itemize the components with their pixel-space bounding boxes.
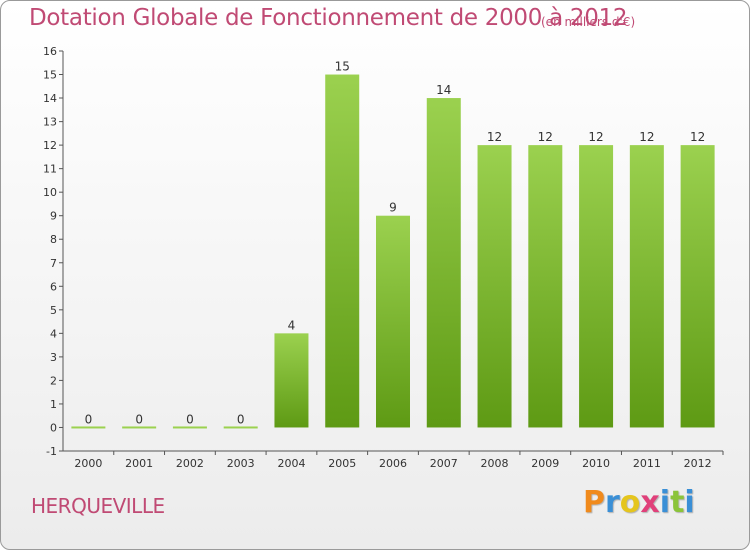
bar-value-label: 12	[639, 130, 654, 144]
bar	[629, 145, 664, 428]
bar	[325, 74, 360, 428]
y-tick-label: 3	[50, 351, 57, 364]
bar-value-label: 0	[85, 412, 93, 426]
bar-value-label: 4	[288, 318, 296, 332]
x-tick-label: 2010	[582, 457, 610, 470]
x-tick-label: 2005	[328, 457, 356, 470]
bar	[376, 215, 410, 428]
y-tick-label: 2	[50, 374, 57, 387]
y-tick-label: 13	[43, 116, 57, 129]
y-tick-label: 9	[50, 210, 57, 223]
y-tick-label: 6	[50, 280, 57, 293]
y-tick-label: 15	[43, 69, 57, 82]
bar	[122, 426, 157, 429]
bar	[528, 145, 563, 428]
logo-letter: i	[684, 485, 695, 520]
logo-letter: x	[640, 485, 660, 520]
commune-name: HERQUEVILLE	[31, 494, 165, 518]
x-tick-label: 2003	[227, 457, 255, 470]
bar-value-label: 12	[690, 130, 705, 144]
logo-letter: o	[619, 485, 641, 520]
chart-bars	[71, 74, 715, 429]
y-tick-label: 8	[50, 233, 57, 246]
bar-value-label: 0	[237, 412, 245, 426]
bar	[680, 145, 715, 428]
y-tick-label: 4	[50, 327, 57, 340]
logo-letter: r	[605, 485, 620, 520]
bar	[426, 98, 461, 428]
y-tick-label: 10	[43, 186, 57, 199]
x-tick-label: 2011	[633, 457, 661, 470]
y-tick-label: -1	[46, 445, 57, 458]
x-tick-label: 2009	[531, 457, 559, 470]
y-tick-label: 0	[50, 421, 57, 434]
bar-value-label: 14	[436, 83, 451, 97]
y-tick-label: 1	[50, 398, 57, 411]
bar-value-label: 0	[135, 412, 143, 426]
y-tick-label: 7	[50, 257, 57, 270]
x-tick-label: 2006	[379, 457, 407, 470]
bar-value-label: 9	[389, 201, 397, 215]
x-tick-label: 2002	[176, 457, 204, 470]
bar	[71, 426, 106, 429]
logo-letter: t	[670, 485, 685, 520]
chart-title: Dotation Globale de Fonctionnement de 20…	[29, 5, 628, 31]
chart-subtitle: (en milliers d'€)	[541, 15, 636, 29]
y-tick-label: 14	[43, 92, 57, 105]
y-tick-label: 16	[43, 45, 57, 58]
bar-value-label: 12	[538, 130, 553, 144]
bar-value-label: 12	[487, 130, 502, 144]
bar	[274, 333, 309, 428]
x-tick-label: 2008	[481, 457, 509, 470]
bar-value-label: 15	[335, 60, 350, 74]
y-tick-label: 5	[50, 304, 57, 317]
x-tick-label: 2001	[125, 457, 153, 470]
bar	[579, 145, 614, 428]
x-tick-label: 2012	[684, 457, 712, 470]
bar	[477, 145, 512, 428]
logo-letter: i	[659, 485, 671, 520]
x-tick-label: 2004	[277, 457, 305, 470]
chart-labels: 0 2000 0 2001 0 2002 0 2003 4 2004 15 2005 9 2006 14 20…	[74, 60, 711, 470]
proxiti-logo[interactable]: Proxiti	[583, 485, 695, 520]
x-tick-label: 2000	[74, 457, 102, 470]
bar	[172, 426, 207, 429]
bar-value-label: 12	[588, 130, 603, 144]
y-tick-label: 12	[43, 139, 57, 152]
bar-value-label: 0	[186, 412, 194, 426]
y-tick-label: 11	[43, 163, 57, 176]
logo-letter: P	[583, 485, 605, 520]
bar	[223, 426, 258, 429]
x-tick-label: 2007	[430, 457, 458, 470]
